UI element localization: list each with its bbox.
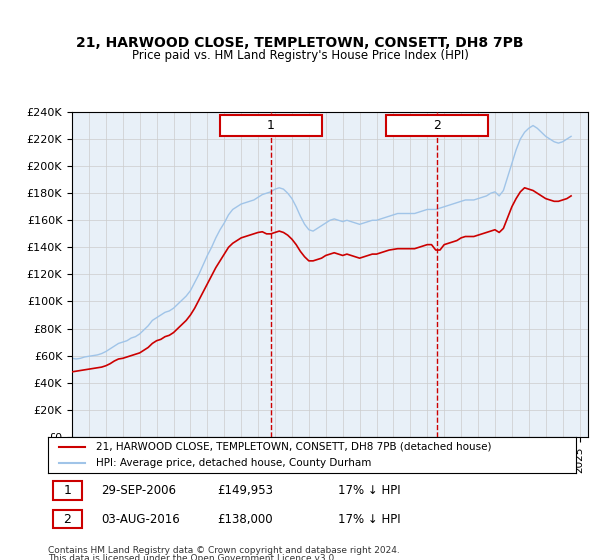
Text: This data is licensed under the Open Government Licence v3.0.: This data is licensed under the Open Gov… bbox=[48, 554, 337, 560]
Text: HPI: Average price, detached house, County Durham: HPI: Average price, detached house, Coun… bbox=[95, 458, 371, 468]
Text: 21, HARWOOD CLOSE, TEMPLETOWN, CONSETT, DH8 7PB: 21, HARWOOD CLOSE, TEMPLETOWN, CONSETT, … bbox=[76, 36, 524, 50]
Text: £138,000: £138,000 bbox=[217, 512, 272, 525]
FancyBboxPatch shape bbox=[53, 482, 82, 500]
Text: 03-AUG-2016: 03-AUG-2016 bbox=[101, 512, 179, 525]
Text: 17% ↓ HPI: 17% ↓ HPI bbox=[338, 512, 401, 525]
Text: 2: 2 bbox=[433, 119, 441, 132]
Text: Contains HM Land Registry data © Crown copyright and database right 2024.: Contains HM Land Registry data © Crown c… bbox=[48, 546, 400, 555]
FancyBboxPatch shape bbox=[220, 115, 322, 137]
Text: £149,953: £149,953 bbox=[217, 484, 273, 497]
FancyBboxPatch shape bbox=[386, 115, 488, 137]
Text: Price paid vs. HM Land Registry's House Price Index (HPI): Price paid vs. HM Land Registry's House … bbox=[131, 49, 469, 62]
Text: 1: 1 bbox=[267, 119, 275, 132]
Text: 2: 2 bbox=[64, 512, 71, 525]
Text: 17% ↓ HPI: 17% ↓ HPI bbox=[338, 484, 401, 497]
FancyBboxPatch shape bbox=[53, 510, 82, 529]
Text: 21, HARWOOD CLOSE, TEMPLETOWN, CONSETT, DH8 7PB (detached house): 21, HARWOOD CLOSE, TEMPLETOWN, CONSETT, … bbox=[95, 442, 491, 452]
Text: 29-SEP-2006: 29-SEP-2006 bbox=[101, 484, 176, 497]
Text: 1: 1 bbox=[64, 484, 71, 497]
